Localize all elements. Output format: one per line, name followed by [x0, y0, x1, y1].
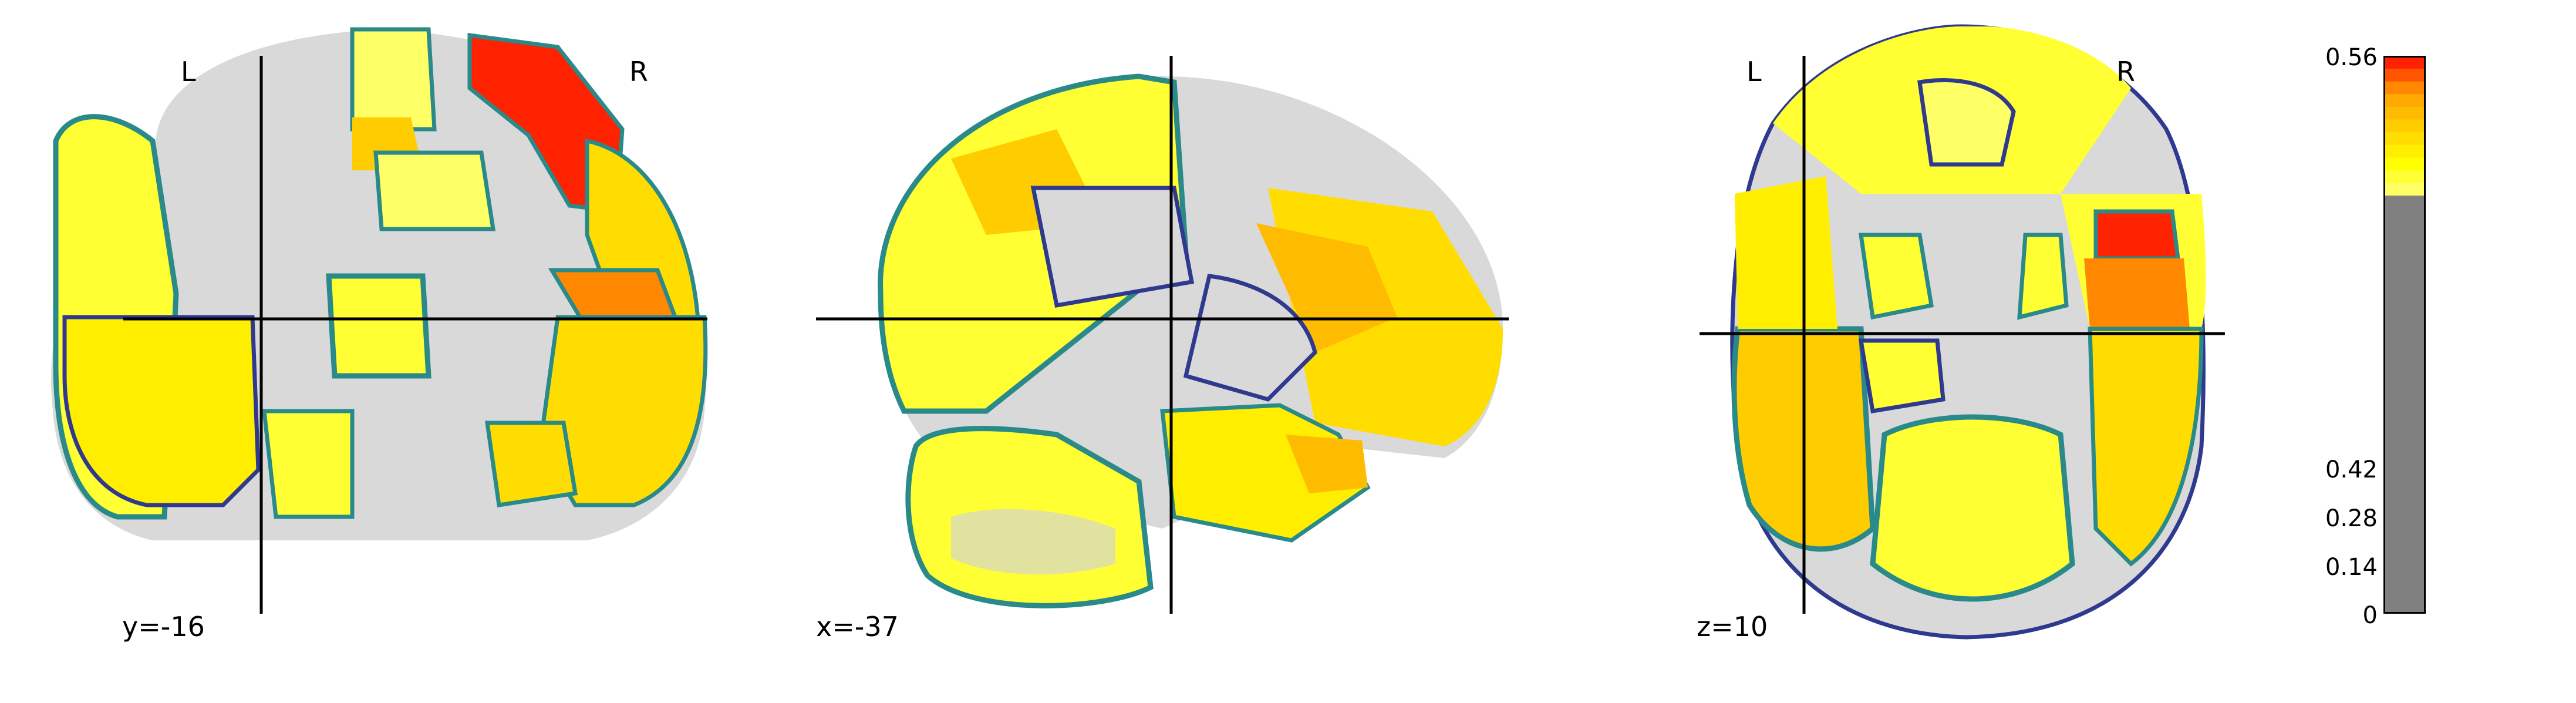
colorbar-step-4 — [2383, 132, 2426, 145]
axial-coordinate-label: z=10 — [1697, 611, 1768, 643]
colorbar-step-8 — [2383, 81, 2426, 95]
colorbar-tick-mid: 0.28 — [2325, 505, 2378, 532]
coronal-left-label: L — [181, 56, 196, 88]
colorbar-tick-max: 0.56 — [2325, 44, 2378, 71]
sagittal-brain-slice — [816, 56, 1509, 614]
colorbar-tick-threshold: 0.42 — [2325, 456, 2378, 483]
coronal-brain-slice — [50, 27, 708, 614]
colorbar-border — [2383, 56, 2426, 614]
colorbar-below-threshold-segment — [2383, 195, 2426, 614]
sagittal-view: x=-37 — [810, 0, 1573, 703]
colorbar-tick-min: 0 — [2362, 602, 2378, 629]
colorbar-step-10 — [2383, 56, 2426, 69]
colorbar-step-6 — [2383, 106, 2426, 120]
axial-left-label: L — [1746, 56, 1762, 88]
coronal-view: L R y=-16 — [0, 0, 751, 703]
axial-brain-slice — [1700, 24, 2225, 640]
sagittal-coordinate-label: x=-37 — [816, 611, 899, 643]
colorbar-step-3 — [2383, 144, 2426, 158]
axial-right-label: R — [2116, 56, 2135, 88]
colorbar-tick-low: 0.14 — [2325, 554, 2378, 581]
colorbar-step-7 — [2383, 93, 2426, 107]
colorbar-step-9 — [2383, 68, 2426, 82]
colorbar-step-2 — [2383, 157, 2426, 170]
coronal-right-label: R — [629, 56, 648, 88]
coronal-coordinate-label: y=-16 — [122, 611, 205, 643]
colorbar-step-0 — [2383, 182, 2426, 196]
colorbar-step-1 — [2383, 170, 2426, 183]
colorbar — [2383, 56, 2426, 614]
colorbar-step-5 — [2383, 119, 2426, 133]
axial-view: L R z=10 — [1685, 0, 2243, 703]
